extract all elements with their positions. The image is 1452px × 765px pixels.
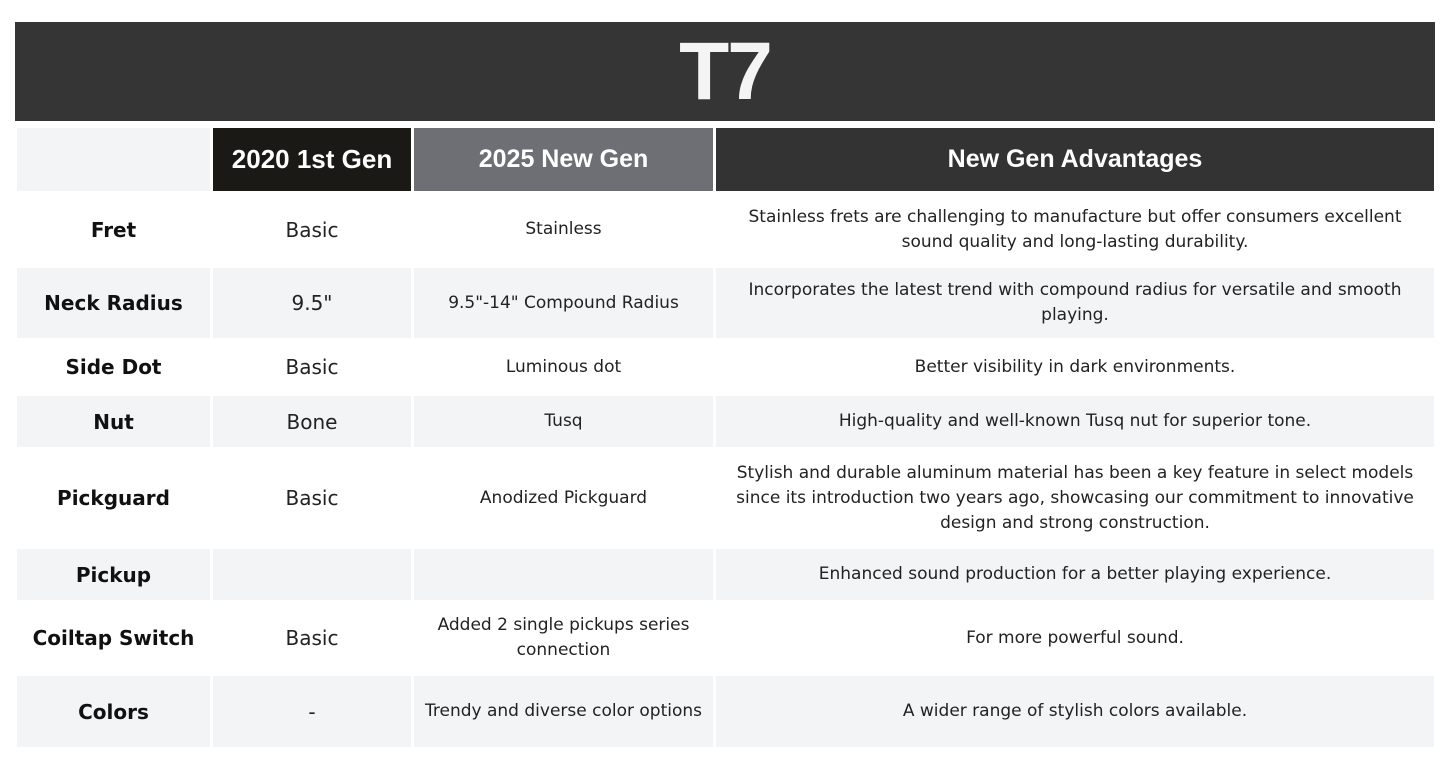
- advantage-cell: Better visibility in dark environments.: [914, 356, 1236, 377]
- new-gen-cell: Luminous dot: [505, 356, 622, 377]
- feature-cell: Side Dot: [65, 355, 162, 379]
- first-gen-cell: Basic: [285, 486, 339, 510]
- advantage-cell: Stylish and durable aluminum material ha…: [736, 462, 1414, 533]
- new-gen-cell: Trendy and diverse color options: [414, 676, 713, 747]
- feature-cell: Neck Radius: [17, 268, 210, 338]
- new-gen-cell: Tusq: [414, 396, 713, 447]
- first-gen-cell: Bone: [213, 396, 411, 447]
- new-gen-cell: Anodized Pickguard: [479, 487, 648, 508]
- header-first-gen: 2020 1st Gen: [213, 128, 411, 191]
- header-new-gen: 2025 New Gen: [414, 128, 713, 191]
- new-gen-cell: Stainless: [525, 219, 602, 239]
- header-blank: [17, 128, 210, 191]
- advantage-cell: Stainless frets are challenging to manuf…: [748, 206, 1402, 252]
- first-gen-cell: Basic: [285, 355, 339, 379]
- page-title: T7: [15, 22, 1435, 121]
- feature-cell: Nut: [17, 396, 210, 447]
- header-advantages: New Gen Advantages: [716, 128, 1434, 191]
- feature-cell: Coiltap Switch: [32, 626, 195, 650]
- new-gen-cell: [414, 549, 713, 600]
- advantage-cell: Enhanced sound production for a better p…: [716, 549, 1434, 600]
- first-gen-cell: Basic: [285, 217, 339, 242]
- first-gen-cell: -: [213, 676, 411, 747]
- advantage-cell: High-quality and well-known Tusq nut for…: [716, 396, 1434, 447]
- comparison-table: 2020 1st Gen 2025 New Gen New Gen Advant…: [17, 128, 1434, 747]
- first-gen-cell: [213, 549, 411, 600]
- new-gen-cell: Added 2 single pickups series connection: [437, 615, 690, 660]
- advantage-cell: For more powerful sound.: [966, 627, 1184, 648]
- feature-cell: Fret: [90, 217, 137, 242]
- feature-cell: Pickup: [17, 549, 210, 600]
- first-gen-cell: Basic: [285, 626, 339, 650]
- feature-cell: Pickguard: [57, 486, 170, 510]
- new-gen-cell: 9.5"-14" Compound Radius: [414, 268, 713, 338]
- advantage-cell: Incorporates the latest trend with compo…: [716, 268, 1434, 338]
- feature-cell: Colors: [17, 676, 210, 747]
- first-gen-cell: 9.5": [213, 268, 411, 338]
- advantage-cell: A wider range of stylish colors availabl…: [716, 676, 1434, 747]
